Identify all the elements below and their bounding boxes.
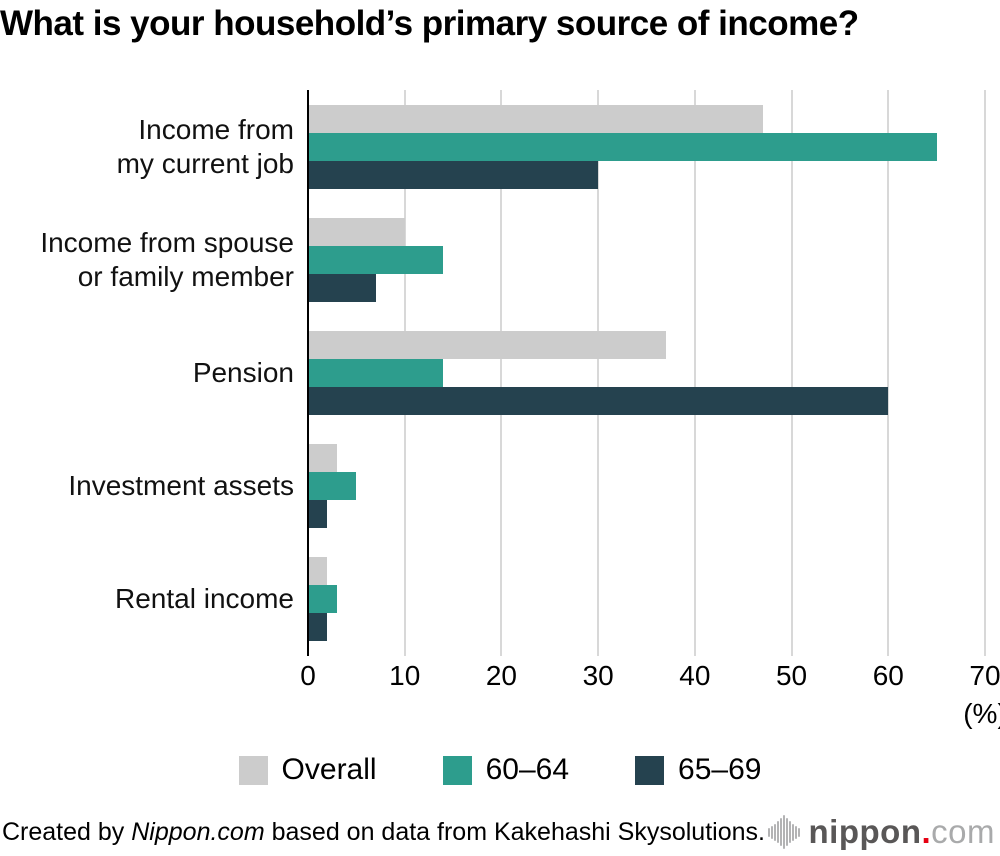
- bar-65-69: [308, 386, 889, 415]
- gridline: [790, 90, 793, 656]
- legend-swatch: [238, 755, 268, 785]
- legend-swatch: [635, 755, 665, 785]
- category-label-line: Income from spouse: [40, 226, 294, 258]
- gridline: [984, 90, 986, 656]
- x-axis-unit-label: (%): [963, 698, 1000, 729]
- x-tick-label: 30: [582, 660, 614, 691]
- bar-group: [308, 316, 985, 429]
- x-axis-ticks: 0 10 20 30 40 50 60 70: [300, 660, 1000, 694]
- category-label: Income from spouse or family member: [0, 203, 308, 316]
- bar-group: [308, 90, 985, 203]
- bar-65-69: [308, 612, 328, 641]
- credit-suffix: based on data from Kakehashi Skysolution…: [264, 817, 765, 846]
- zero-axis-line: [307, 90, 309, 656]
- footer: Created by Nippon.com based on data from…: [2, 811, 995, 853]
- bar-overall: [308, 217, 405, 246]
- x-tick-label: 60: [872, 660, 904, 691]
- x-tick-label: 0: [300, 660, 316, 691]
- bar-60-64: [308, 584, 337, 613]
- soundwave-bar: [767, 827, 770, 837]
- legend-label: 60–64: [485, 753, 570, 786]
- legend-item: Overall: [238, 753, 377, 787]
- chart-title: What is your household’s primary source …: [0, 4, 859, 43]
- bar-overall: [308, 443, 337, 472]
- gridline: [693, 90, 696, 656]
- bar-60-64: [308, 132, 937, 161]
- credit-prefix: Created by: [2, 817, 132, 846]
- bar-60-64: [308, 245, 444, 274]
- soundwave-bar: [782, 815, 785, 849]
- soundwave-bar: [788, 821, 791, 843]
- bar-65-69: [308, 273, 376, 302]
- bar-overall: [308, 556, 328, 585]
- x-tick-label: 20: [485, 660, 517, 691]
- category-label-line: my current job: [116, 147, 294, 179]
- bar-60-64: [308, 471, 357, 500]
- category-label-line: Rental income: [115, 582, 294, 614]
- logo-text-dot: .: [921, 813, 932, 850]
- x-axis-unit: (%): [308, 698, 1000, 732]
- bar-group: [308, 429, 985, 542]
- category-row: Investment assets: [0, 429, 1000, 542]
- category-label: Investment assets: [0, 429, 308, 542]
- gridline: [887, 90, 890, 656]
- category-row: Income from my current job: [0, 90, 1000, 203]
- gridline: [597, 90, 600, 656]
- bar-chart: Income from my current job Income from spo…: [0, 90, 1000, 656]
- nippon-logo-text: nippon.com: [809, 813, 995, 851]
- category-row: Pension: [0, 316, 1000, 429]
- soundwave-icon: [767, 815, 800, 849]
- category-label-line: Pension: [192, 356, 294, 388]
- bar-group: [308, 542, 985, 655]
- bar-65-69: [308, 160, 599, 189]
- category-label: Pension: [0, 316, 308, 429]
- bar-overall: [308, 330, 666, 359]
- category-row: Rental income: [0, 542, 1000, 655]
- bar-60-64: [308, 358, 444, 387]
- legend: Overall 60–64 65–69: [0, 753, 1000, 787]
- legend-label: Overall: [281, 753, 377, 786]
- x-tick-label: 40: [679, 660, 711, 691]
- logo-text-tld: com: [931, 813, 995, 850]
- category-label-line: or family member: [77, 260, 294, 292]
- legend-label: 65–69: [678, 753, 762, 786]
- gridline: [500, 90, 503, 656]
- bar-overall: [308, 104, 763, 133]
- category-label: Rental income: [0, 542, 308, 655]
- credit-text: Created by Nippon.com based on data from…: [2, 818, 765, 847]
- soundwave-bar: [791, 823, 794, 841]
- credit-source: Nippon.com: [131, 817, 265, 846]
- soundwave-bar: [776, 821, 779, 843]
- x-tick-label: 10: [389, 660, 421, 691]
- soundwave-bar: [785, 818, 788, 846]
- soundwave-bar: [797, 827, 800, 837]
- soundwave-bar: [794, 825, 797, 839]
- legend-item: 60–64: [442, 753, 570, 787]
- logo-text-main: nippon: [808, 813, 922, 850]
- legend-item: 65–69: [635, 753, 761, 787]
- soundwave-bar: [779, 818, 782, 846]
- category-label: Income from my current job: [0, 90, 308, 203]
- bar-65-69: [308, 499, 328, 528]
- category-row: Income from spouse or family member: [0, 203, 1000, 316]
- soundwave-bar: [770, 825, 773, 839]
- soundwave-bar: [773, 823, 776, 841]
- x-tick-label: 70: [969, 660, 1000, 691]
- category-label-line: Income from: [138, 113, 294, 145]
- bar-group: [308, 203, 985, 316]
- category-label-line: Investment assets: [68, 469, 294, 501]
- nippon-logo: nippon.com: [767, 813, 995, 851]
- x-tick-label: 50: [775, 660, 808, 691]
- legend-swatch: [442, 755, 472, 785]
- bar-rows: Income from my current job Income from spo…: [0, 90, 1000, 656]
